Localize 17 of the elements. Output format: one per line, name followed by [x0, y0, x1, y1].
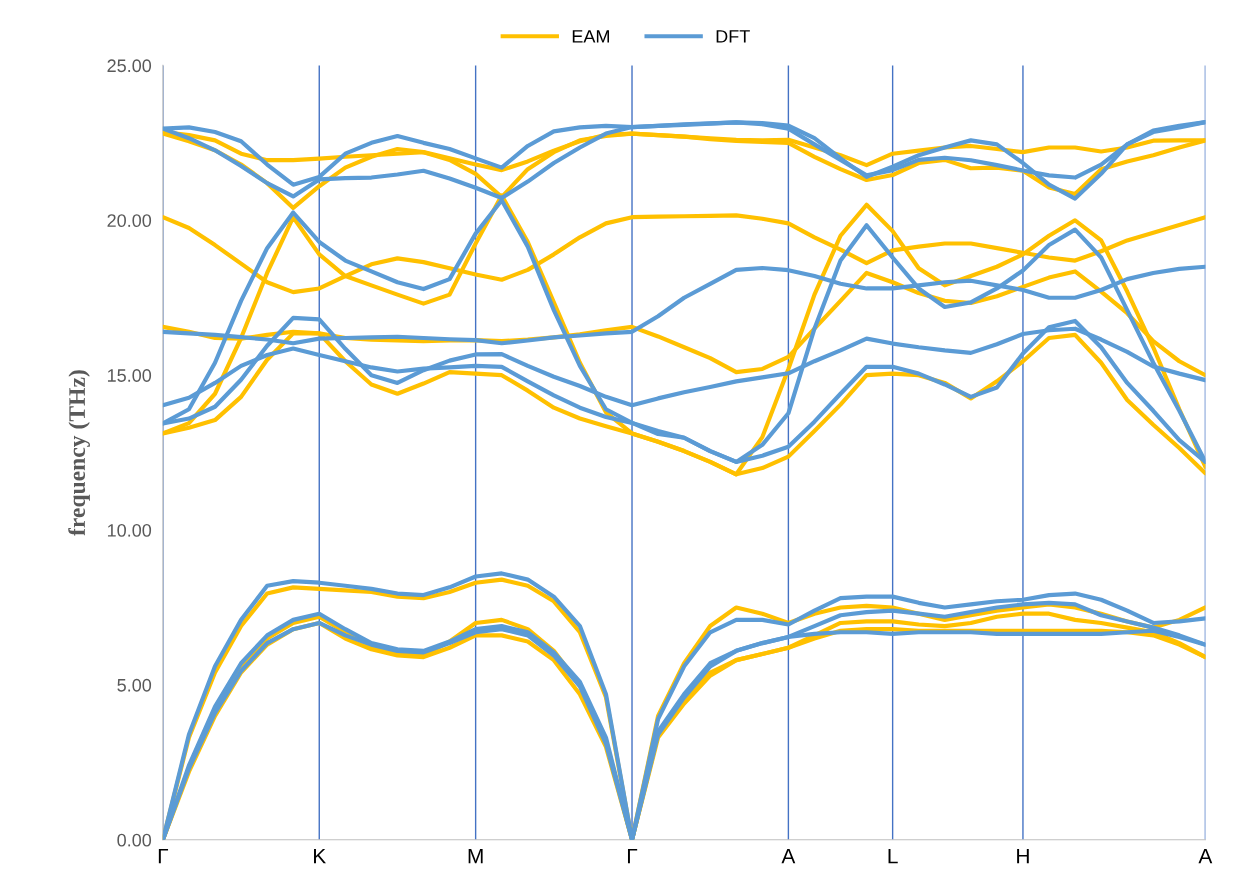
x-tick-label: K: [314, 848, 326, 864]
y-tick-label: 25.00: [107, 59, 152, 73]
x-tick-label: Γ: [627, 848, 638, 864]
y-tick-label: 20.00: [107, 214, 152, 228]
y-tick-label: 0.00: [117, 833, 152, 847]
y-tick-label: 10.00: [107, 523, 152, 537]
x-tick-label: H: [1017, 848, 1029, 864]
y-tick-label: 5.00: [117, 678, 152, 692]
x-tick-label: Γ: [158, 848, 169, 864]
y-axis-title: frequency (THz): [68, 370, 90, 536]
legend-label: DFT: [716, 30, 750, 43]
y-tick-label: 15.00: [107, 369, 152, 382]
legend-label: EAM: [572, 30, 609, 43]
x-tick-label: A: [781, 848, 796, 864]
x-tick-label: M: [468, 848, 483, 864]
x-tick-label: L: [888, 848, 898, 864]
x-tick-label: A: [1198, 848, 1213, 864]
